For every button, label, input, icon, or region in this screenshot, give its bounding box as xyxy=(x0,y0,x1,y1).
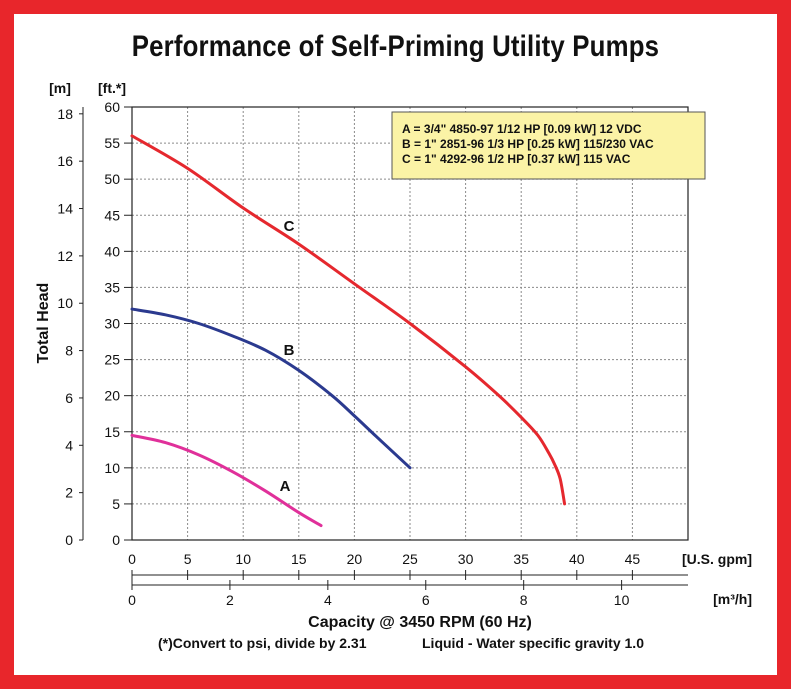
y2-tick-label: 12 xyxy=(57,248,73,264)
y2-tick-label: 6 xyxy=(65,390,73,406)
x-unit-label: [U.S. gpm] xyxy=(682,551,752,567)
y2-tick-label: 16 xyxy=(57,153,73,169)
x2-tick-label: 4 xyxy=(324,592,332,608)
x-tick-label: 25 xyxy=(402,551,418,567)
y-tick-label: 5 xyxy=(112,496,120,512)
footnote-convert: (*)Convert to psi, divide by 2.31 xyxy=(158,635,367,651)
curve-label-b: B xyxy=(284,342,295,359)
legend-line-b: B = 1" 2851-96 1/3 HP [0.25 kW] 115/230 … xyxy=(402,137,654,151)
y-tick-label: 40 xyxy=(104,243,120,259)
legend-background xyxy=(391,111,706,180)
y-unit-label: [ft.*] xyxy=(98,80,126,96)
y-tick-labels: 0 5 10 15 20 25 30 35 40 45 50 55 60 xyxy=(104,99,132,548)
y-tick-label: 35 xyxy=(104,279,120,295)
y-tick-label: 60 xyxy=(104,99,120,115)
x-tick-label: 20 xyxy=(347,551,363,567)
x2-tick-label: 2 xyxy=(226,592,234,608)
y-axis-title: Total Head xyxy=(35,283,52,364)
y-tick-label: 10 xyxy=(104,460,120,476)
x2-tick-labels: 0 2 4 6 8 10 xyxy=(128,580,688,608)
y-tick-label: 45 xyxy=(104,207,120,223)
y-tick-label: 0 xyxy=(112,532,120,548)
x2-tick-label: 8 xyxy=(520,592,528,608)
x-tick-labels: 0 5 10 15 20 25 30 35 40 45 xyxy=(128,551,688,580)
x-axis-title: Capacity @ 3450 RPM (60 Hz) xyxy=(308,614,532,631)
y2-unit-label: [m] xyxy=(49,80,71,96)
x-tick-label: 35 xyxy=(513,551,529,567)
pump-curves xyxy=(130,134,567,528)
y2-tick-label: 10 xyxy=(57,295,73,311)
x2-tick-label: 6 xyxy=(422,592,430,608)
x2-tick-label: 10 xyxy=(614,592,630,608)
y2-tick-label: 14 xyxy=(57,201,73,217)
legend-box: A = 3/4" 4850-97 1/12 HP [0.09 kW] 12 VD… xyxy=(391,111,706,180)
y-tick-label: 50 xyxy=(104,171,120,187)
curve-b xyxy=(130,307,412,470)
legend-line-c: C = 1" 4292-96 1/2 HP [0.37 kW] 115 VAC xyxy=(402,152,631,166)
x2-unit-label: [m³/h] xyxy=(713,591,752,607)
x-tick-label: 10 xyxy=(235,551,251,567)
y-tick-label: 25 xyxy=(104,352,120,368)
y2-tick-label: 18 xyxy=(57,106,73,122)
y2-tick-label: 4 xyxy=(65,437,73,453)
y2-tick-labels: 0 2 4 6 8 10 12 14 16 18 xyxy=(57,106,84,548)
curve-label-c: C xyxy=(284,218,295,235)
y-tick-label: 30 xyxy=(104,316,120,332)
x-tick-label: 0 xyxy=(128,551,136,567)
x-tick-label: 40 xyxy=(569,551,585,567)
x-tick-label: 15 xyxy=(291,551,307,567)
curve-c xyxy=(130,134,567,506)
y-tick-label: 55 xyxy=(104,135,120,151)
chart-title: Performance of Self-Priming Utility Pump… xyxy=(131,30,660,63)
curve-a xyxy=(130,433,323,528)
y2-tick-label: 8 xyxy=(65,343,73,359)
x-tick-label: 5 xyxy=(184,551,192,567)
y-tick-label: 20 xyxy=(104,388,120,404)
curve-label-a: A xyxy=(280,478,291,495)
legend-line-a: A = 3/4" 4850-97 1/12 HP [0.09 kW] 12 VD… xyxy=(402,122,642,136)
y2-tick-label: 0 xyxy=(65,532,73,548)
x-tick-label: 30 xyxy=(458,551,474,567)
x-tick-label: 45 xyxy=(625,551,641,567)
footnote-liquid: Liquid - Water specific gravity 1.0 xyxy=(422,635,644,651)
y-tick-label: 15 xyxy=(104,424,120,440)
x2-tick-label: 0 xyxy=(128,592,136,608)
y2-tick-label: 2 xyxy=(65,485,73,501)
